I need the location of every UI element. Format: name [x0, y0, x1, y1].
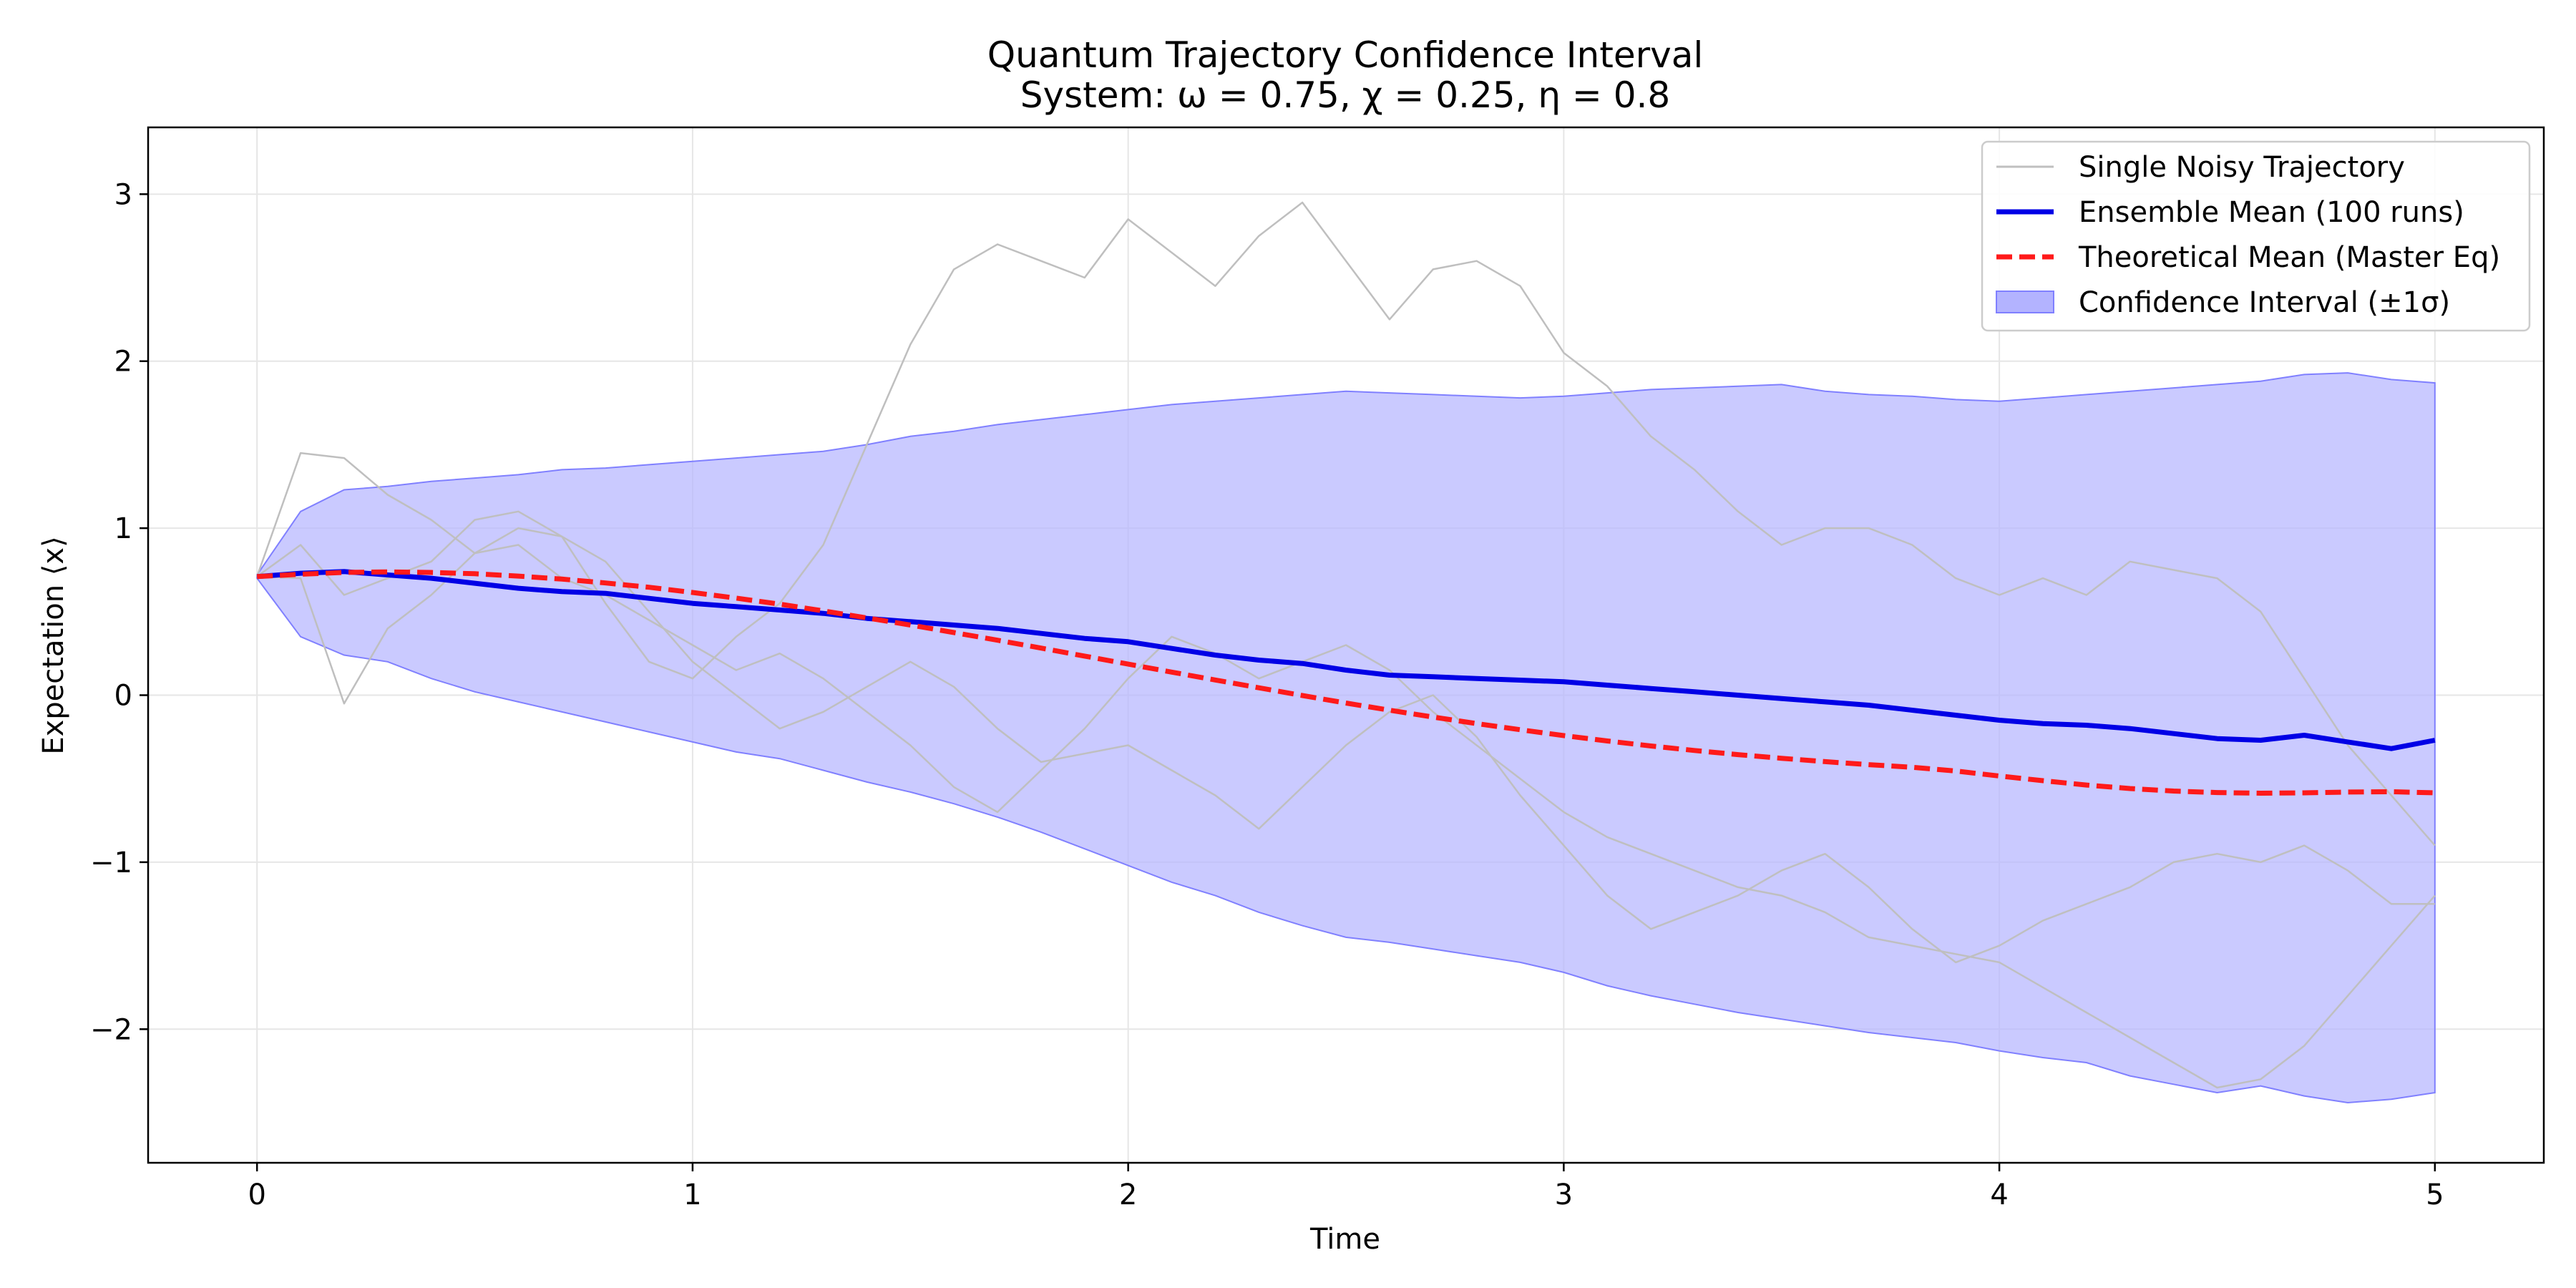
series-layer — [256, 201, 2436, 1089]
single-trajectory-line — [256, 201, 2436, 847]
ensemble-mean-line — [256, 569, 2436, 751]
x-axis-label: Time — [1309, 1223, 1380, 1256]
y-axis-label: Expectation ⟨x⟩ — [37, 536, 70, 754]
legend: Single Noisy Trajectory Ensemble Mean (1… — [1981, 140, 2531, 332]
x-tick-label: 0 — [248, 1179, 265, 1211]
x-tick-label: 4 — [1990, 1179, 2008, 1211]
legend-box — [1981, 140, 2531, 332]
x-tick-label: 3 — [1555, 1179, 1573, 1211]
y-tick-label: −2 — [90, 1013, 132, 1046]
chart-title: Quantum Trajectory Confidence Interval — [987, 34, 1704, 76]
x-tick-label: 1 — [683, 1179, 701, 1211]
legend-label-ensemble: Ensemble Mean (100 runs) — [2079, 196, 2464, 229]
y-tick-label: 1 — [114, 512, 132, 545]
y-tick-label: −1 — [90, 847, 132, 879]
y-tick-label: 0 — [114, 680, 132, 713]
legend-label-band: Confidence Interval (±1σ) — [2079, 286, 2450, 319]
theoretical-mean-line — [257, 569, 2435, 796]
plot-frame — [147, 126, 2545, 1164]
axis-ticks: 0 1 2 3 4 5 −2 −1 0 1 2 3 — [90, 178, 2444, 1211]
confidence-band-layer — [256, 372, 2436, 1104]
legend-swatch-band — [1996, 291, 2054, 313]
y-tick-label: 3 — [114, 178, 132, 211]
legend-label-theory: Theoretical Mean (Master Eq) — [2078, 241, 2500, 274]
chart-subtitle: System: ω = 0.75, χ = 0.25, η = 0.8 — [1020, 74, 1670, 116]
y-tick-label: 2 — [114, 346, 132, 379]
x-tick-label: 2 — [1119, 1179, 1137, 1211]
x-tick-label: 5 — [2426, 1179, 2444, 1211]
single-trajectory-line — [257, 527, 2435, 964]
confidence-band — [256, 372, 2436, 1104]
single-trajectory-line — [256, 452, 2436, 1089]
legend-label-single: Single Noisy Trajectory — [2079, 151, 2405, 184]
